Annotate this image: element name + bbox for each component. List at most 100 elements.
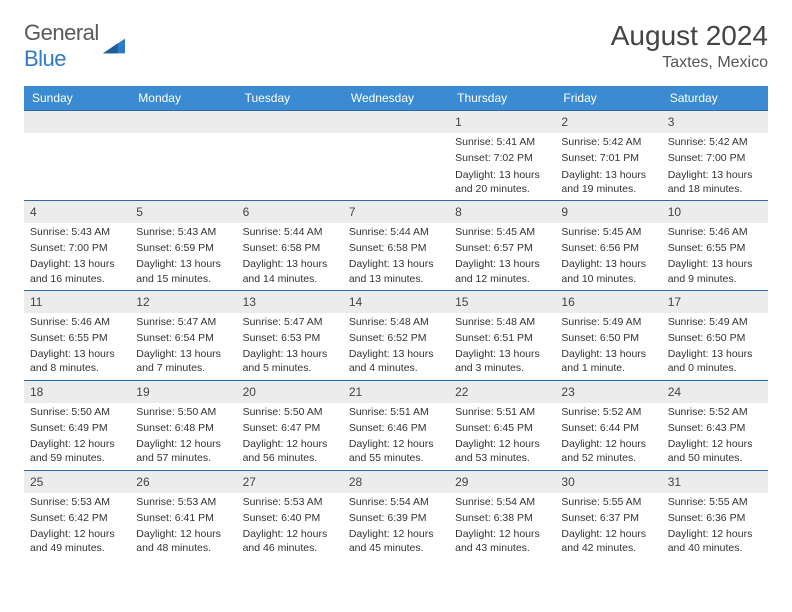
daylight-line: Daylight: 12 hours and 50 minutes. [668, 435, 762, 465]
daylight-line: Daylight: 12 hours and 48 minutes. [136, 525, 230, 555]
calendar-cell: 20Sunrise: 5:50 AMSunset: 6:47 PMDayligh… [237, 380, 343, 470]
day-info: Sunrise: 5:42 AMSunset: 7:00 PMDaylight:… [662, 133, 768, 200]
weekday-header: Sunday [24, 86, 130, 111]
sunrise-line: Sunrise: 5:43 AM [136, 223, 230, 239]
sunrise-line: Sunrise: 5:52 AM [561, 403, 655, 419]
calendar-cell: 4Sunrise: 5:43 AMSunset: 7:00 PMDaylight… [24, 200, 130, 290]
day-number: 15 [449, 291, 555, 313]
sunset-line: Sunset: 6:43 PM [668, 419, 762, 435]
calendar-cell: 28Sunrise: 5:54 AMSunset: 6:39 PMDayligh… [343, 470, 449, 559]
daylight-line: Daylight: 12 hours and 59 minutes. [30, 435, 124, 465]
calendar-row: 25Sunrise: 5:53 AMSunset: 6:42 PMDayligh… [24, 470, 768, 559]
sunset-line: Sunset: 6:53 PM [243, 329, 337, 345]
daylight-line: Daylight: 13 hours and 1 minute. [561, 345, 655, 375]
calendar-thead: SundayMondayTuesdayWednesdayThursdayFrid… [24, 86, 768, 111]
daylight-line: Daylight: 13 hours and 3 minutes. [455, 345, 549, 375]
daylight-line: Daylight: 12 hours and 52 minutes. [561, 435, 655, 465]
sunrise-line: Sunrise: 5:52 AM [668, 403, 762, 419]
calendar-cell: 29Sunrise: 5:54 AMSunset: 6:38 PMDayligh… [449, 470, 555, 559]
day-number: 19 [130, 381, 236, 403]
calendar-cell: 15Sunrise: 5:48 AMSunset: 6:51 PMDayligh… [449, 290, 555, 380]
brand-text: General Blue [24, 20, 99, 72]
sunset-line: Sunset: 6:36 PM [668, 509, 762, 525]
calendar-cell: 17Sunrise: 5:49 AMSunset: 6:50 PMDayligh… [662, 290, 768, 380]
weekday-header: Monday [130, 86, 236, 111]
day-number: 6 [237, 201, 343, 223]
calendar-cell: 2Sunrise: 5:42 AMSunset: 7:01 PMDaylight… [555, 111, 661, 201]
sunset-line: Sunset: 6:57 PM [455, 239, 549, 255]
day-number: 12 [130, 291, 236, 313]
sunset-line: Sunset: 6:45 PM [455, 419, 549, 435]
day-number: 31 [662, 471, 768, 493]
day-number: 8 [449, 201, 555, 223]
sunrise-line: Sunrise: 5:49 AM [668, 313, 762, 329]
day-number: 9 [555, 201, 661, 223]
sunrise-line: Sunrise: 5:54 AM [349, 493, 443, 509]
sunset-line: Sunset: 6:39 PM [349, 509, 443, 525]
day-info: Sunrise: 5:47 AMSunset: 6:54 PMDaylight:… [130, 313, 236, 380]
title-block: August 2024 Taxtes, Mexico [611, 20, 768, 72]
sunrise-line: Sunrise: 5:53 AM [243, 493, 337, 509]
calendar-cell: 8Sunrise: 5:45 AMSunset: 6:57 PMDaylight… [449, 200, 555, 290]
calendar-row: 18Sunrise: 5:50 AMSunset: 6:49 PMDayligh… [24, 380, 768, 470]
day-number-empty [130, 111, 236, 133]
calendar-cell [343, 111, 449, 201]
sunset-line: Sunset: 6:40 PM [243, 509, 337, 525]
day-number: 28 [343, 471, 449, 493]
sunset-line: Sunset: 6:47 PM [243, 419, 337, 435]
daylight-line: Daylight: 13 hours and 12 minutes. [455, 255, 549, 285]
calendar-cell: 3Sunrise: 5:42 AMSunset: 7:00 PMDaylight… [662, 111, 768, 201]
month-title: August 2024 [611, 20, 768, 52]
day-info: Sunrise: 5:46 AMSunset: 6:55 PMDaylight:… [662, 223, 768, 290]
daylight-line: Daylight: 13 hours and 0 minutes. [668, 345, 762, 375]
daylight-line: Daylight: 13 hours and 18 minutes. [668, 166, 762, 196]
sunrise-line: Sunrise: 5:50 AM [136, 403, 230, 419]
day-info: Sunrise: 5:44 AMSunset: 6:58 PMDaylight:… [343, 223, 449, 290]
day-info: Sunrise: 5:53 AMSunset: 6:41 PMDaylight:… [130, 493, 236, 560]
day-info: Sunrise: 5:50 AMSunset: 6:47 PMDaylight:… [237, 403, 343, 470]
daylight-line: Daylight: 13 hours and 7 minutes. [136, 345, 230, 375]
sunset-line: Sunset: 6:44 PM [561, 419, 655, 435]
daylight-line: Daylight: 13 hours and 14 minutes. [243, 255, 337, 285]
sunrise-line: Sunrise: 5:44 AM [349, 223, 443, 239]
daylight-line: Daylight: 12 hours and 57 minutes. [136, 435, 230, 465]
daylight-line: Daylight: 12 hours and 46 minutes. [243, 525, 337, 555]
calendar-cell: 19Sunrise: 5:50 AMSunset: 6:48 PMDayligh… [130, 380, 236, 470]
sunset-line: Sunset: 6:55 PM [668, 239, 762, 255]
day-info: Sunrise: 5:49 AMSunset: 6:50 PMDaylight:… [662, 313, 768, 380]
day-number: 18 [24, 381, 130, 403]
sunset-line: Sunset: 6:50 PM [668, 329, 762, 345]
day-info: Sunrise: 5:41 AMSunset: 7:02 PMDaylight:… [449, 133, 555, 200]
daylight-line: Daylight: 13 hours and 19 minutes. [561, 166, 655, 196]
calendar-row: 4Sunrise: 5:43 AMSunset: 7:00 PMDaylight… [24, 200, 768, 290]
calendar-cell: 6Sunrise: 5:44 AMSunset: 6:58 PMDaylight… [237, 200, 343, 290]
brand-triangle-icon [103, 38, 125, 54]
day-number-empty [24, 111, 130, 133]
calendar-cell: 26Sunrise: 5:53 AMSunset: 6:41 PMDayligh… [130, 470, 236, 559]
sunrise-line: Sunrise: 5:42 AM [668, 133, 762, 149]
daylight-line: Daylight: 12 hours and 42 minutes. [561, 525, 655, 555]
sunrise-line: Sunrise: 5:54 AM [455, 493, 549, 509]
calendar-row: 1Sunrise: 5:41 AMSunset: 7:02 PMDaylight… [24, 111, 768, 201]
sunrise-line: Sunrise: 5:43 AM [30, 223, 124, 239]
daylight-line: Daylight: 13 hours and 20 minutes. [455, 166, 549, 196]
sunrise-line: Sunrise: 5:45 AM [455, 223, 549, 239]
day-number: 26 [130, 471, 236, 493]
day-number: 29 [449, 471, 555, 493]
calendar-cell: 25Sunrise: 5:53 AMSunset: 6:42 PMDayligh… [24, 470, 130, 559]
sunrise-line: Sunrise: 5:48 AM [455, 313, 549, 329]
sunrise-line: Sunrise: 5:48 AM [349, 313, 443, 329]
sunrise-line: Sunrise: 5:44 AM [243, 223, 337, 239]
day-number: 30 [555, 471, 661, 493]
sunrise-line: Sunrise: 5:49 AM [561, 313, 655, 329]
header: General Blue August 2024 Taxtes, Mexico [24, 20, 768, 72]
calendar-cell: 23Sunrise: 5:52 AMSunset: 6:44 PMDayligh… [555, 380, 661, 470]
sunrise-line: Sunrise: 5:55 AM [561, 493, 655, 509]
day-number: 4 [24, 201, 130, 223]
sunset-line: Sunset: 6:38 PM [455, 509, 549, 525]
calendar-cell: 9Sunrise: 5:45 AMSunset: 6:56 PMDaylight… [555, 200, 661, 290]
sunrise-line: Sunrise: 5:46 AM [30, 313, 124, 329]
location-subtitle: Taxtes, Mexico [611, 54, 768, 72]
daylight-line: Daylight: 12 hours and 49 minutes. [30, 525, 124, 555]
weekday-header: Saturday [662, 86, 768, 111]
